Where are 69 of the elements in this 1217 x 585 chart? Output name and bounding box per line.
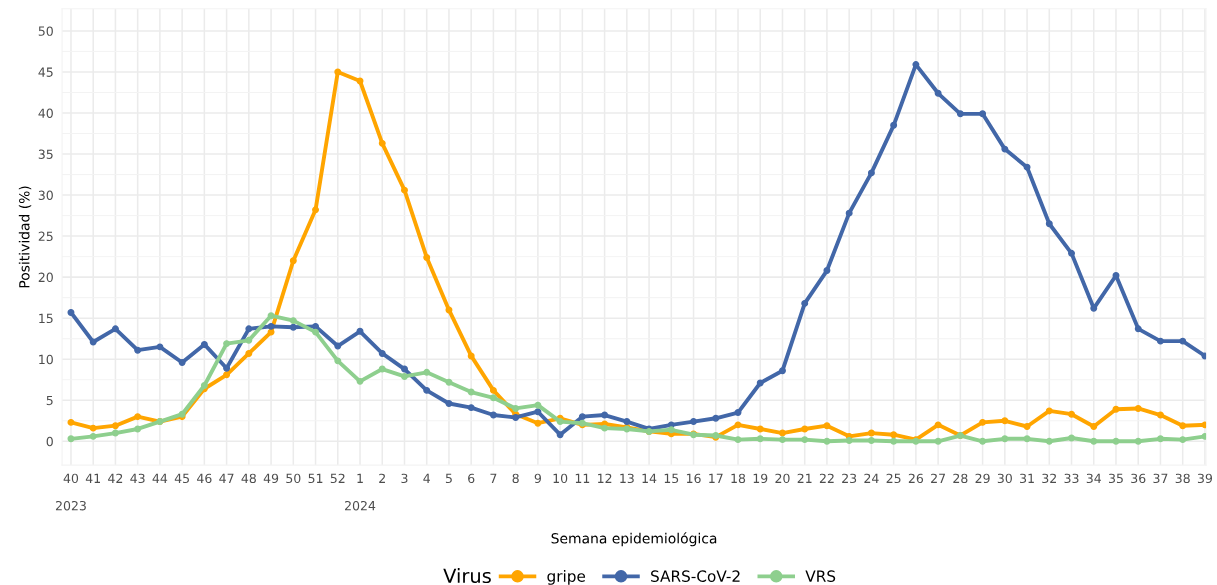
x-tick-label: 15	[664, 473, 679, 484]
x-tick-label: 46	[197, 473, 212, 484]
y-axis-title: Positividad (%)	[18, 186, 32, 288]
x-tick-label: 45	[174, 473, 189, 484]
y-tick-label: 15	[39, 313, 53, 324]
y-tick-label: 20	[38, 272, 53, 283]
legend-title: Virus	[443, 568, 491, 584]
x-tick-label: 29	[975, 473, 990, 484]
x-tick-label: 41	[85, 473, 100, 483]
y-tick-label: 50	[38, 26, 53, 36]
x-tick-label: 52	[330, 473, 345, 484]
y-tick-label: 10	[39, 354, 53, 365]
x-tick-label: 28	[953, 473, 968, 484]
x-tick-label: 2	[379, 473, 385, 483]
x-tick-label: 16	[686, 473, 701, 484]
x-tick-label: 21	[797, 473, 812, 483]
x-tick-label: 11	[575, 473, 590, 483]
x-tick-label: 26	[908, 473, 924, 484]
x-tick-label: 38	[1175, 473, 1190, 484]
x-tick-label: 18	[731, 473, 746, 484]
y-tick-label: 30	[38, 190, 53, 200]
x-tick-label: 50	[286, 473, 301, 484]
x-tick-label: 43	[130, 473, 145, 484]
x-tick-label: 30	[997, 473, 1012, 484]
x-tick-label: 12	[598, 473, 612, 483]
x-tick-label: 37	[1153, 473, 1168, 484]
legend-label: VRS	[805, 570, 836, 582]
x-tick-label: 49	[263, 473, 279, 484]
x-tick-label: 4	[423, 473, 430, 483]
x-tick-label: 19	[753, 473, 768, 484]
x-tick-label: 9	[534, 473, 541, 484]
x-tick-label: 31	[1020, 473, 1034, 484]
x-tick-label: 32	[1042, 473, 1056, 484]
x-tick-label: 44	[152, 473, 168, 483]
x-tick-label: 42	[108, 473, 123, 483]
x-tick-label: 24	[864, 473, 879, 483]
category-label: 40 2023	[55, 473, 86, 511]
x-tick-label: 13	[620, 473, 634, 484]
x-tick-label: 36	[1131, 473, 1146, 484]
x-tick-label: 48	[241, 473, 256, 484]
x-tick-label: 14	[642, 473, 657, 483]
x-tick-label: 20	[775, 473, 790, 484]
x-tick-label: 3	[401, 473, 408, 484]
x-tick-label: 47	[219, 473, 234, 483]
x-tick-label: 25	[886, 473, 901, 484]
x-tick-label: 22	[819, 473, 834, 483]
x-tick-label: 34	[1086, 473, 1102, 484]
x-tick-label: 6	[468, 473, 475, 484]
x-tick-label: 17	[709, 473, 723, 483]
x-tick-label: 10	[553, 473, 568, 484]
x-axis-title: Semana epidemiológica	[551, 532, 717, 547]
x-tick-label: 39	[1197, 473, 1213, 484]
y-tick-label: 25	[38, 231, 53, 242]
legend-label: SARS-CoV-2	[651, 570, 740, 582]
legend-label: gripe	[547, 570, 586, 585]
x-tick-label: 33	[1064, 473, 1079, 484]
x-tick-label: 5	[445, 473, 452, 484]
x-tick-label: 7	[490, 473, 497, 483]
y-tick-label: 35	[38, 149, 53, 159]
y-tick-label: 0	[46, 436, 53, 447]
x-tick-label: 27	[931, 473, 945, 483]
y-tick-label: 40	[38, 108, 53, 118]
y-tick-label: 45	[38, 67, 53, 77]
x-tick-label: 35	[1109, 473, 1123, 484]
category-label: 1 2024	[345, 473, 376, 511]
x-tick-label: 23	[842, 473, 857, 484]
x-tick-label: 51	[308, 473, 323, 484]
y-tick-label: 5	[46, 395, 53, 406]
x-tick-label: 8	[512, 473, 519, 484]
